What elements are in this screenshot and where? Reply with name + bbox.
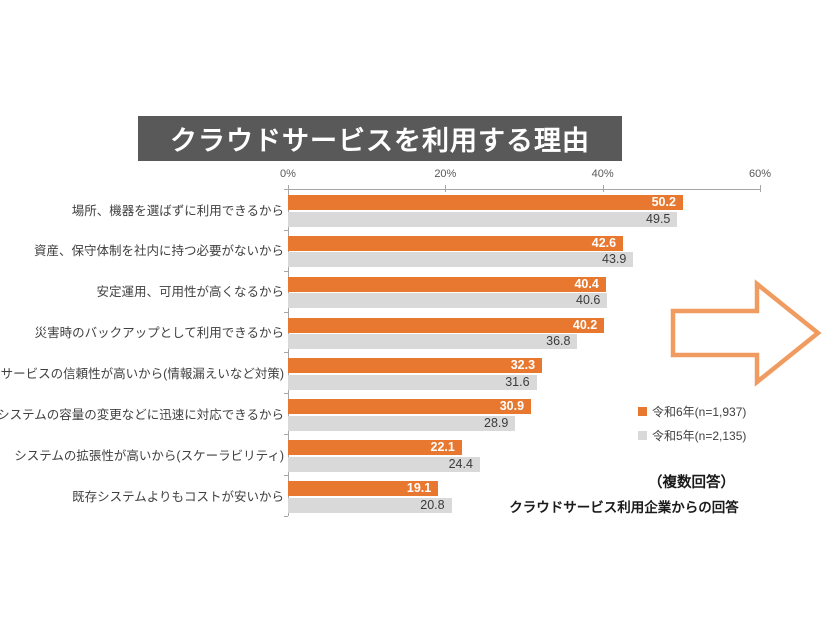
legend-item: 令和6年(n=1,937): [638, 399, 746, 423]
bar-value-label: 24.4: [448, 456, 473, 471]
bar-value-label: 19.1: [406, 480, 432, 495]
bar-reiwa5: 40.6: [288, 293, 608, 309]
x-axis-tick-label: 40%: [591, 168, 614, 180]
y-axis-tick: [284, 352, 288, 354]
bar-value-label: 28.9: [484, 415, 509, 430]
bar-reiwa6: 40.2: [288, 317, 605, 333]
bar-value-label: 32.3: [510, 358, 536, 373]
x-axis-tick: [445, 185, 447, 192]
bar-reiwa6: 32.3: [288, 358, 543, 374]
bar-reiwa5: 20.8: [288, 497, 452, 513]
x-axis-tick-label: 0%: [280, 168, 296, 180]
bar-reiwa6: 50.2: [288, 195, 683, 210]
bar-reiwa5: 49.5: [288, 211, 678, 227]
legend-item: 令和5年(n=2,135): [638, 423, 746, 447]
bar-reiwa5: 28.9: [288, 415, 516, 431]
y-axis-tick: [284, 474, 288, 476]
bar-value-label: 20.8: [420, 497, 445, 512]
x-axis-tick-label: 20%: [434, 168, 457, 180]
category-label: システムの容量の変更などに迅速に対応できるから: [0, 407, 284, 422]
bar-value-label: 40.4: [574, 276, 599, 291]
legend-swatch-icon: [638, 406, 647, 416]
bar-reiwa5: 43.9: [288, 252, 634, 268]
bar-value-label: 43.9: [602, 252, 627, 267]
y-axis-tick: [284, 311, 288, 313]
bar-reiwa5: 31.6: [288, 375, 537, 390]
chart-legend: 令和6年(n=1,937) 令和5年(n=2,135): [638, 399, 746, 447]
bar-reiwa6: 30.9: [288, 399, 532, 415]
note-multiple-answers: （複数回答）: [648, 475, 735, 491]
y-axis-tick: [284, 393, 288, 395]
category-label: システムの拡張性が高いから(スケーラビリティ): [14, 448, 284, 463]
bar-reiwa5: 24.4: [288, 456, 480, 472]
bar-reiwa6: 19.1: [288, 480, 439, 496]
bar-value-label: 22.1: [430, 440, 455, 455]
bar-reiwa5: 36.8: [288, 334, 578, 350]
category-label: サービスの信頼性が高いから(情報漏えいなど対策): [0, 367, 284, 381]
chart-title-banner: クラウドサービスを利用する理由: [138, 116, 622, 161]
bar-value-label: 30.9: [499, 399, 525, 414]
bar-value-label: 49.5: [646, 211, 671, 226]
bar-value-label: 50.2: [651, 195, 676, 209]
bar-value-label: 40.6: [576, 293, 601, 308]
bar-value-label: 42.6: [591, 235, 617, 250]
bar-value-label: 31.6: [505, 375, 530, 389]
category-label: 場所、機器を選ばずに利用できるから: [71, 203, 284, 218]
category-label: 既存システムよりもコストが安いから: [72, 489, 284, 504]
bar-value-label: 36.8: [546, 334, 571, 349]
y-axis-tick: [284, 189, 288, 190]
legend-label: 令和6年(n=1,937): [652, 404, 747, 419]
category-label: 災害時のバックアップとして利用できるから: [34, 326, 284, 341]
x-axis-line: [288, 189, 760, 190]
legend-label: 令和5年(n=2,135): [652, 428, 747, 443]
x-axis-tick-label: 60%: [748, 168, 772, 180]
category-label: 資産、保守体制を社内に持つ必要がないから: [33, 244, 284, 259]
y-axis-tick: [284, 434, 288, 436]
y-axis-line: [288, 189, 289, 516]
x-axis-tick: [602, 185, 604, 192]
legend-swatch-icon: [638, 430, 647, 440]
right-arrow-shape: [670, 279, 822, 387]
chart-title: クラウドサービスを利用する理由: [170, 126, 590, 156]
y-axis-tick: [284, 229, 288, 231]
bar-reiwa6: 42.6: [288, 235, 624, 251]
y-axis-tick: [284, 515, 288, 517]
x-axis-tick: [760, 185, 761, 192]
category-label: 安定運用、可用性が高くなるから: [96, 285, 284, 300]
note-respondents: クラウドサービス利用企業からの回答: [509, 500, 739, 515]
x-axis-tick: [288, 185, 289, 192]
y-axis-tick: [284, 270, 288, 272]
bar-reiwa6: 40.4: [288, 276, 606, 292]
bar-value-label: 40.2: [572, 317, 598, 332]
bar-reiwa6: 22.1: [288, 440, 462, 456]
